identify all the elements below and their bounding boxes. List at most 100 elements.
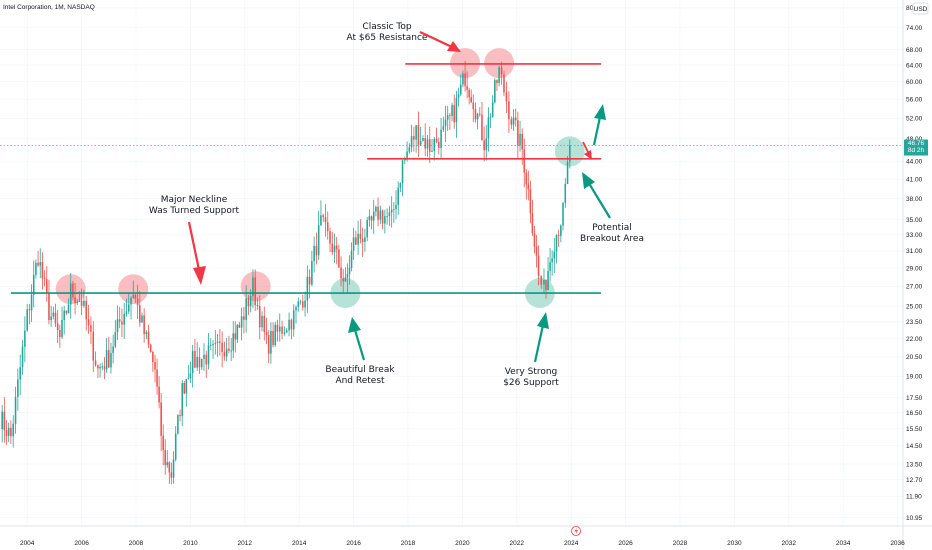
- candle: [359, 219, 362, 244]
- candle: [283, 326, 286, 336]
- y-tick-label: 11.90: [906, 494, 922, 501]
- candle: [485, 125, 488, 161]
- candle: [132, 280, 135, 299]
- x-tick-label: 2014: [292, 540, 307, 547]
- candle: [472, 94, 475, 122]
- candle: [101, 362, 104, 371]
- candle: [384, 209, 386, 234]
- candle: [543, 268, 545, 294]
- candle: [125, 298, 128, 317]
- y-tick-label: 29.00: [906, 265, 923, 272]
- candle: [116, 305, 119, 340]
- candle: [48, 279, 50, 325]
- candle: [557, 229, 560, 247]
- candle: [525, 168, 528, 200]
- candle: [415, 125, 417, 153]
- y-tick-label: 10.95: [906, 515, 923, 522]
- candle: [489, 113, 492, 129]
- candle: [494, 78, 496, 104]
- y-tick-label: 60.00: [906, 79, 923, 86]
- candle: [455, 90, 458, 138]
- candle: [272, 322, 274, 348]
- candle: [410, 124, 413, 153]
- candle: [228, 335, 230, 354]
- candle: [85, 295, 88, 331]
- candle: [28, 304, 31, 325]
- candle: [299, 299, 302, 305]
- candle: [263, 306, 266, 341]
- candle: [45, 266, 48, 302]
- price-axis: 80.0074.0068.0064.0060.0056.0052.0048.00…: [906, 5, 923, 522]
- candle: [426, 134, 429, 157]
- candle: [503, 70, 505, 97]
- candle: [240, 307, 243, 341]
- candle: [141, 312, 143, 323]
- candle: [30, 284, 33, 322]
- candle: [1, 405, 3, 443]
- candle: [69, 273, 72, 319]
- arrow-neckline: [187, 221, 206, 285]
- candle: [457, 87, 460, 107]
- candle: [413, 126, 415, 152]
- candle: [529, 180, 532, 224]
- candle: [185, 378, 188, 407]
- candle: [162, 424, 164, 466]
- candle: [52, 306, 55, 320]
- candle: [553, 237, 556, 274]
- candle: [364, 228, 366, 252]
- candle: [340, 256, 342, 287]
- arrow-support: [533, 312, 549, 363]
- candle: [130, 296, 132, 320]
- candle: [183, 381, 186, 395]
- candle: [225, 337, 228, 362]
- candle: [498, 65, 500, 87]
- candle: [35, 259, 37, 279]
- y-tick-label: 64.00: [906, 62, 923, 69]
- candle: [209, 338, 212, 350]
- candle: [379, 205, 382, 225]
- candle: [377, 197, 379, 227]
- candle: [243, 306, 245, 334]
- x-tick-label: 2016: [346, 540, 361, 547]
- candle: [172, 451, 175, 484]
- candle: [545, 279, 547, 299]
- arrow-classic-top: [419, 31, 461, 52]
- annotation-line: At $65 Resistance: [347, 33, 428, 43]
- candle: [156, 358, 158, 395]
- candle: [252, 269, 254, 308]
- candle: [326, 211, 329, 240]
- last-price-tag: 46.76 8d 2h: [904, 139, 928, 156]
- candle: [295, 305, 297, 324]
- candle: [386, 208, 388, 225]
- candle: [168, 461, 171, 484]
- candle: [555, 234, 558, 264]
- candle: [232, 321, 235, 358]
- y-tick-label: 52.00: [906, 116, 923, 123]
- candle: [468, 87, 470, 105]
- candle: [306, 265, 309, 313]
- candle: [207, 333, 210, 370]
- x-tick-label: 2004: [20, 540, 35, 547]
- candle: [92, 321, 95, 373]
- candle: [72, 280, 74, 301]
- candle: [496, 79, 498, 92]
- candle: [290, 318, 293, 340]
- candle: [105, 338, 108, 373]
- candle: [59, 324, 61, 348]
- currency-label: USD: [914, 6, 928, 13]
- currency-box[interactable]: [912, 2, 929, 15]
- y-tick-label: 19.00: [906, 374, 923, 381]
- candle: [230, 337, 232, 362]
- candle: [304, 291, 306, 317]
- candle: [322, 213, 325, 222]
- candle: [476, 112, 479, 130]
- candle: [297, 297, 300, 312]
- candle: [292, 304, 295, 337]
- candle: [56, 310, 59, 343]
- y-tick-label: 17.50: [906, 395, 923, 402]
- candle: [540, 275, 543, 290]
- candle: [431, 139, 433, 152]
- candle: [67, 298, 70, 314]
- candle: [462, 70, 464, 88]
